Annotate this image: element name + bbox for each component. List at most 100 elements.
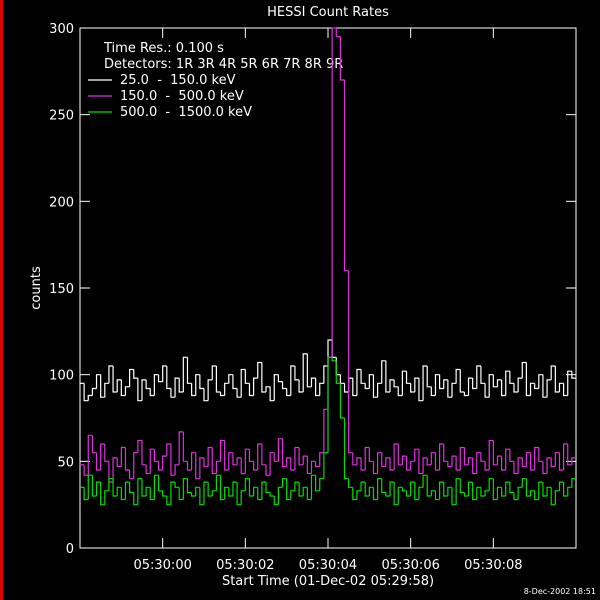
- step-segment: [83, 383, 89, 402]
- step-segment: [302, 455, 308, 465]
- step-segment: [211, 365, 217, 380]
- step-segment: [323, 365, 328, 384]
- step-segment: [381, 478, 386, 494]
- step-segment: [356, 368, 362, 396]
- step-segment: [277, 438, 283, 462]
- step-segment: [153, 374, 159, 396]
- step-segment: [215, 366, 221, 393]
- step-segment: [244, 369, 250, 384]
- step-segment: [451, 455, 457, 467]
- step-segment: [319, 452, 324, 467]
- step-segment: [546, 457, 552, 474]
- step-segment: [476, 452, 481, 474]
- step-segment: [335, 28, 341, 38]
- step-segment: [571, 371, 576, 379]
- step-segment: [364, 446, 370, 470]
- step-segment: [389, 379, 395, 392]
- step-segment: [348, 270, 353, 454]
- step-segment: [315, 461, 320, 468]
- step-segment: [269, 452, 275, 476]
- step-segment: [120, 446, 126, 467]
- step-segment: [145, 379, 151, 390]
- step-segment: [224, 440, 229, 471]
- step-segment: [157, 475, 163, 492]
- step-segment: [472, 457, 477, 475]
- step-segment: [286, 457, 291, 467]
- step-segment: [166, 366, 171, 390]
- legend-label: 150.0 - 500.0 keV: [120, 89, 244, 104]
- step-segment: [323, 408, 328, 453]
- step-segment: [443, 482, 448, 497]
- step-segment: [372, 461, 378, 475]
- step-segment: [166, 496, 171, 506]
- step-segment: [393, 379, 399, 388]
- step-segment: [393, 443, 399, 470]
- step-segment: [331, 357, 337, 362]
- step-segment: [352, 452, 357, 466]
- step-segment: [182, 356, 188, 392]
- step-segment: [240, 368, 246, 398]
- step-segment: [422, 457, 428, 474]
- step-segment: [323, 452, 328, 479]
- step-segment: [290, 365, 295, 396]
- step-segment: [166, 443, 171, 457]
- step-segment: [129, 368, 134, 387]
- step-segment: [265, 482, 271, 494]
- step-segment: [257, 361, 262, 379]
- step-segment: [422, 365, 428, 401]
- step-segment: [426, 475, 432, 497]
- step-segment: [319, 478, 324, 491]
- step-segment: [567, 444, 572, 466]
- step-segment: [120, 487, 126, 501]
- step-segment: [558, 481, 564, 491]
- step-segment: [178, 431, 184, 465]
- step-segment: [178, 378, 184, 393]
- step-segment: [364, 482, 370, 497]
- step-segment: [529, 490, 535, 496]
- step-segment: [327, 356, 333, 453]
- step-segment: [137, 378, 142, 402]
- step-segment: [91, 387, 97, 396]
- step-segment: [567, 486, 572, 496]
- step-segment: [162, 490, 167, 497]
- step-segment: [157, 461, 163, 471]
- step-segment: [439, 374, 444, 390]
- step-segment: [571, 457, 576, 465]
- step-segment: [356, 490, 362, 500]
- step-segment: [170, 481, 176, 505]
- step-segment: [513, 461, 519, 475]
- step-segment: [87, 394, 93, 401]
- step-segment: [257, 487, 262, 501]
- step-segment: [137, 439, 142, 453]
- step-segment: [455, 478, 461, 505]
- step-segment: [277, 374, 283, 383]
- step-segment: [191, 492, 196, 497]
- step-segment: [488, 478, 494, 491]
- step-segment: [496, 379, 502, 387]
- step-segment: [253, 461, 258, 471]
- step-segment: [538, 374, 543, 389]
- step-segment: [219, 392, 225, 397]
- step-segment: [186, 357, 192, 384]
- step-segment: [199, 487, 204, 506]
- step-segment: [286, 388, 291, 397]
- step-segment: [133, 492, 138, 506]
- step-segment: [401, 455, 407, 465]
- step-segment: [294, 481, 300, 491]
- step-segment: [133, 369, 138, 379]
- step-segment: [476, 365, 481, 389]
- step-segment: [236, 388, 242, 398]
- step-segment: [368, 447, 374, 462]
- step-segment: [124, 481, 130, 500]
- step-segment: [108, 365, 114, 384]
- step-segment: [195, 452, 200, 480]
- step-segment: [137, 478, 142, 505]
- step-segment: [277, 486, 283, 505]
- step-segment: [501, 456, 506, 471]
- step-segment: [104, 382, 109, 398]
- step-segment: [219, 475, 225, 501]
- step-segment: [385, 457, 390, 467]
- step-segment: [484, 383, 490, 398]
- step-segment: [377, 382, 382, 398]
